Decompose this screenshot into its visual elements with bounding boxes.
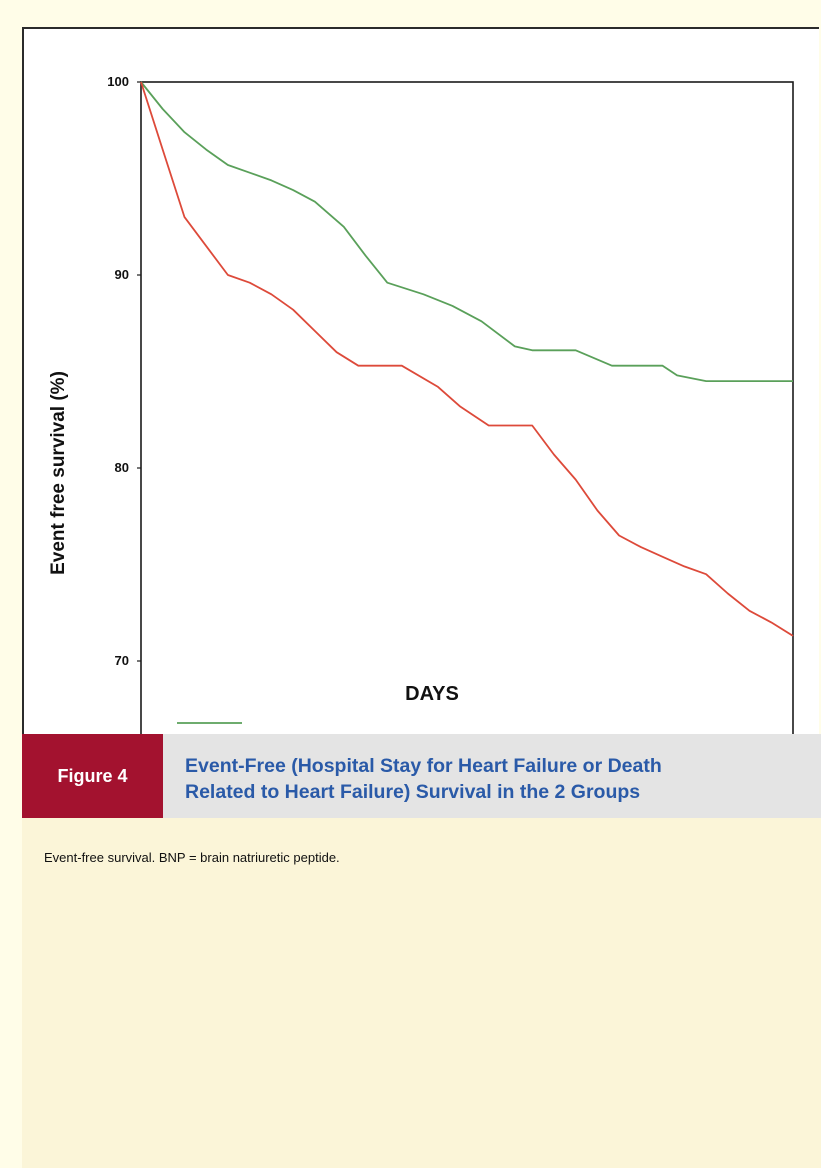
series-line-bnp — [140, 81, 793, 383]
caption-area: Event-free survival. BNP = brain natriur… — [22, 818, 821, 1168]
figure-badge: Figure 4 — [22, 734, 163, 818]
figure-title-line-2: Related to Heart Failure) Survival in th… — [185, 781, 641, 803]
legend: BNPCONTROL — [177, 722, 242, 724]
y-tick-label: 90 — [115, 267, 129, 282]
axes: 6070809010006012018024030036042030901502… — [107, 74, 794, 734]
plot-border — [140, 81, 794, 734]
figure-title-line-1: Event-Free (Hospital Stay for Heart Fail… — [185, 755, 662, 777]
y-tick-label: 80 — [115, 460, 129, 475]
figure-header: Figure 4 Event-Free (Hospital Stay for H… — [22, 734, 821, 818]
figure-caption: Event-free survival. BNP = brain natriur… — [44, 850, 340, 865]
y-tick-label: 100 — [107, 74, 129, 89]
series-line-control — [140, 81, 794, 637]
series-layer — [140, 81, 794, 637]
y-tick-label: 70 — [115, 653, 129, 668]
chart: 6070809010006012018024030036042030901502… — [48, 74, 794, 734]
y-axis-label: Event free survival (%) — [48, 371, 69, 575]
x-axis-label: DAYS — [405, 683, 459, 705]
figure-title: Event-Free (Hospital Stay for Heart Fail… — [185, 753, 821, 805]
